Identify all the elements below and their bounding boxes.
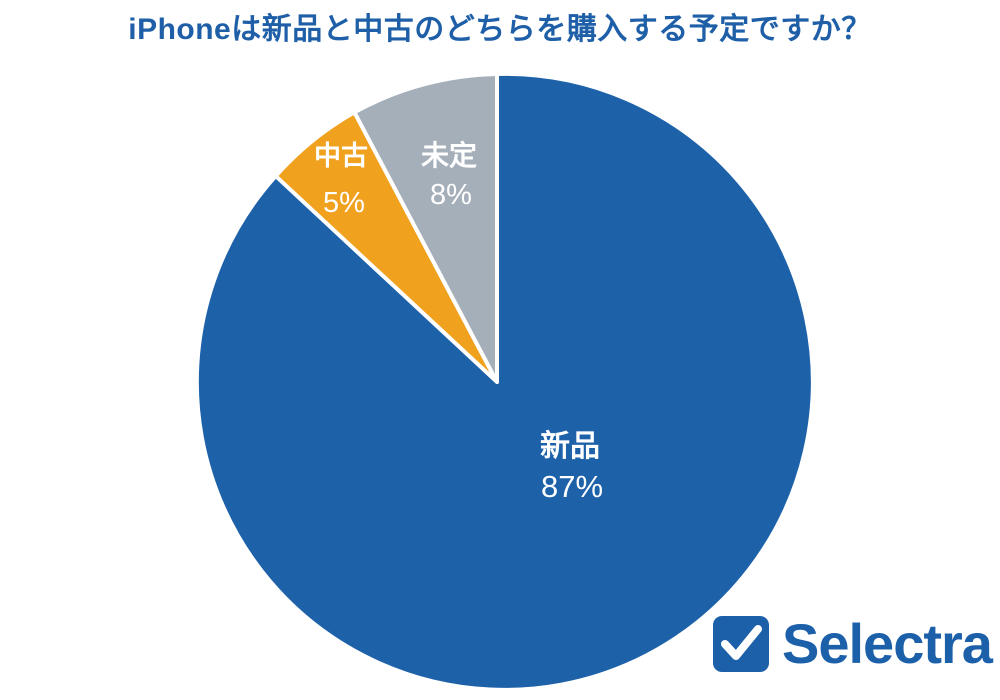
pie-label-mitei-value: 8% (430, 179, 472, 211)
pie-label-shinpin-value: 87% (541, 469, 603, 504)
checkbox-check-icon (713, 616, 769, 672)
pie-slice-mitei[interactable] (352, 72, 499, 384)
pie-label-chuko-value: 5% (323, 187, 365, 219)
pie-label-shinpin-name: 新品 (540, 430, 600, 463)
selectra-logo[interactable]: Selectra (712, 612, 993, 676)
brand-wordmark: Selectra (782, 612, 993, 675)
page-title: iPhoneは新品と中古のどちらを購入する予定ですか？ (128, 13, 872, 46)
pie-label-mitei-name: 未定 (421, 139, 477, 171)
pie-label-chuko-name: 中古 (314, 141, 368, 171)
